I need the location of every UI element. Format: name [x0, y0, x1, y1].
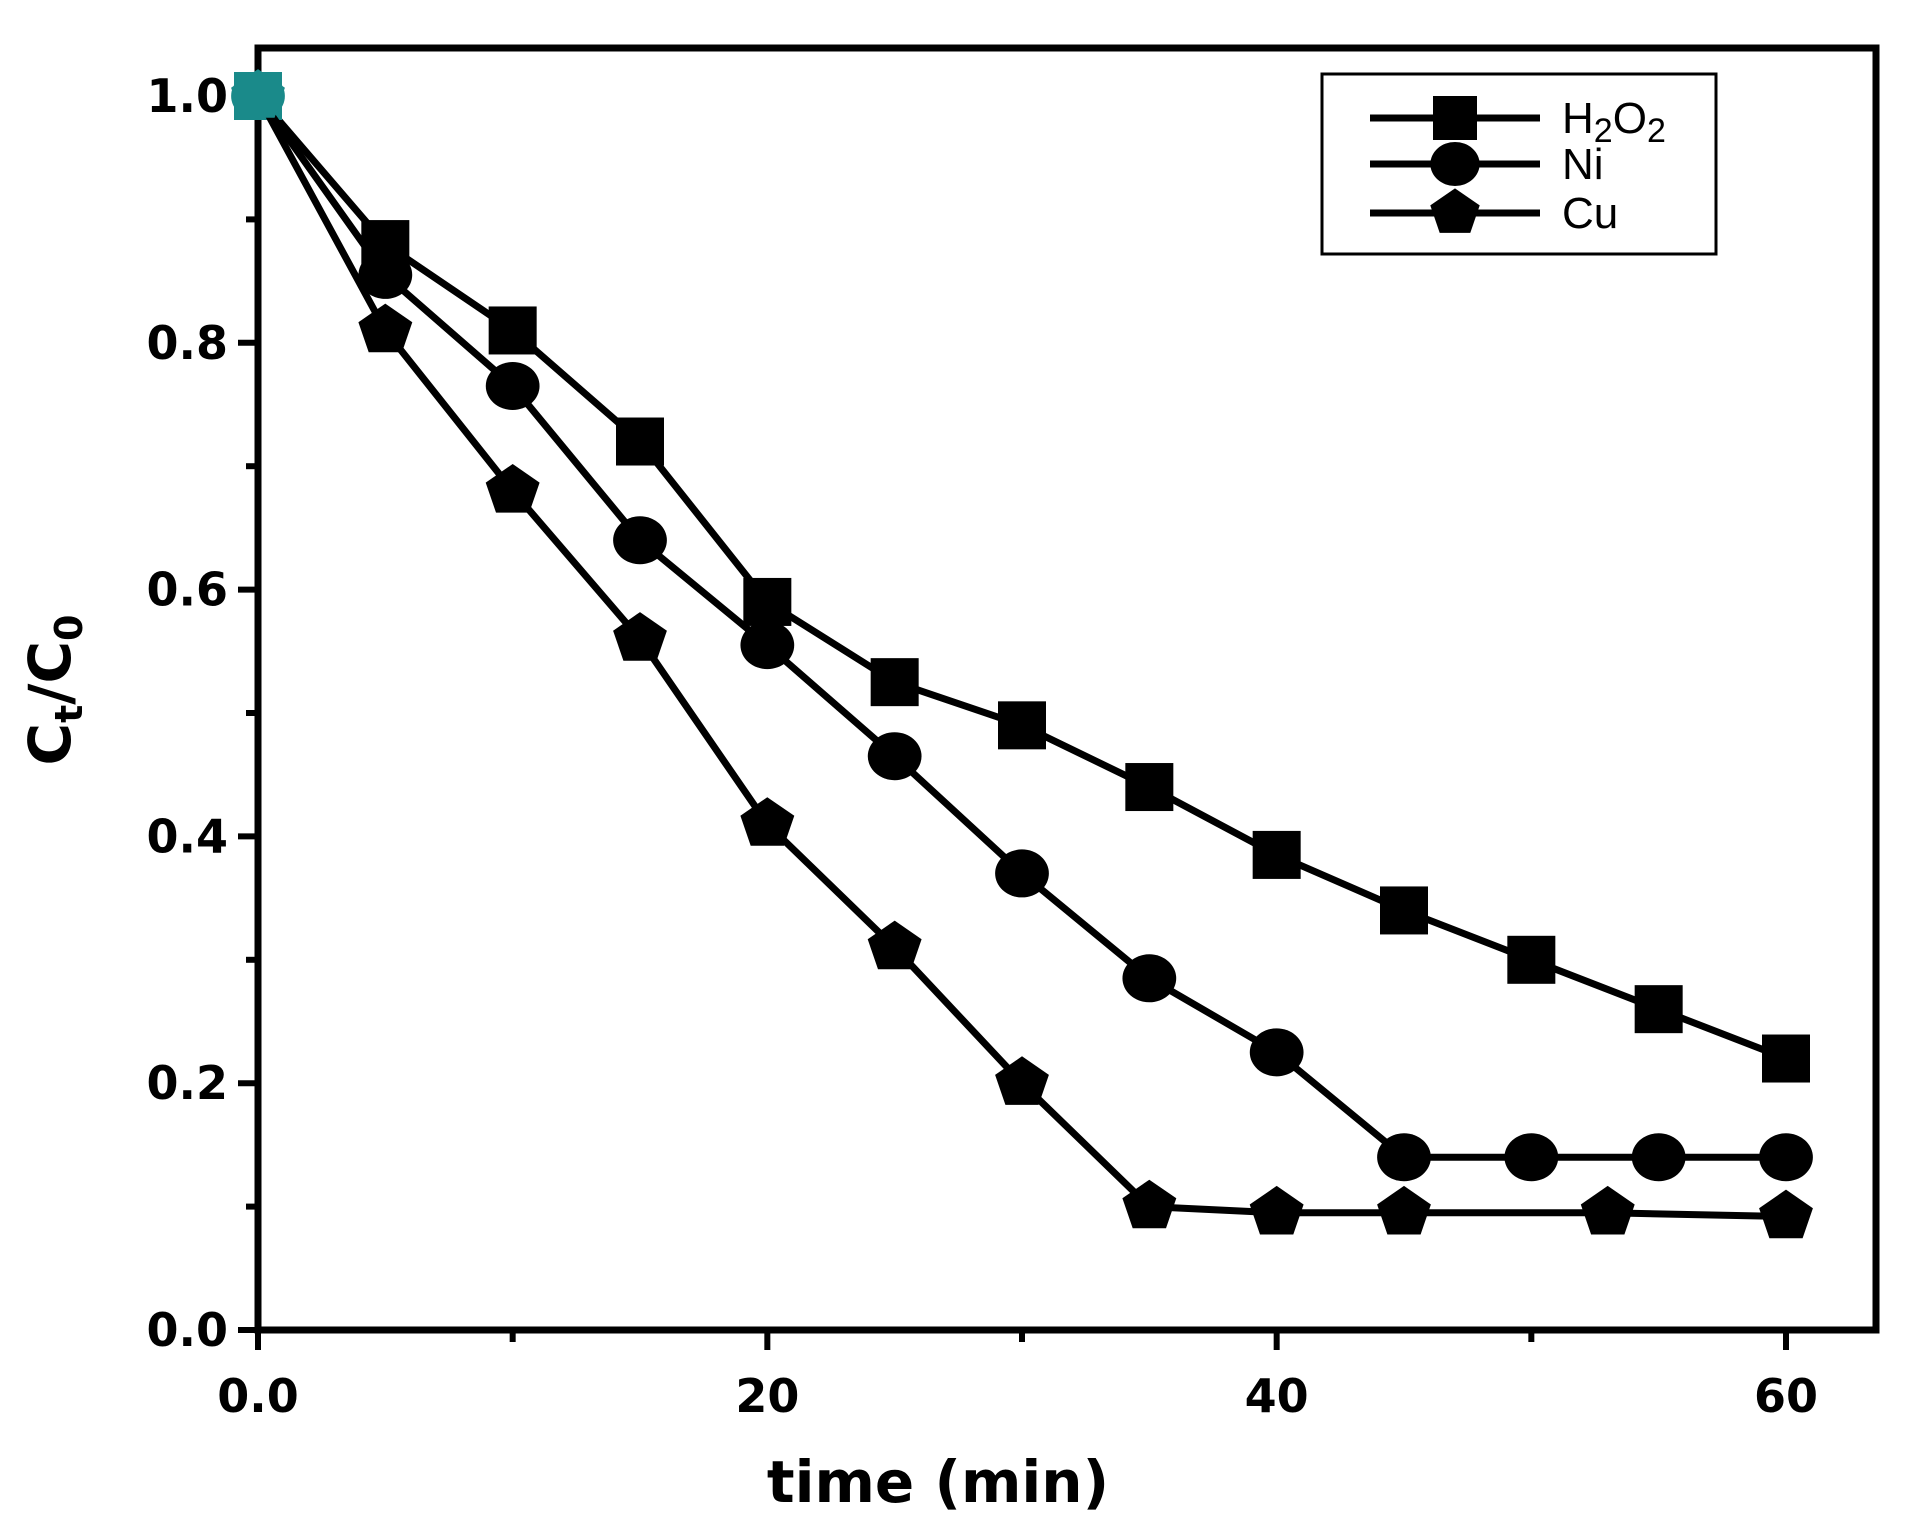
- legend-label: Cu: [1562, 189, 1618, 238]
- data-point-ni: [1504, 1133, 1559, 1182]
- legend-marker-ni: [1430, 142, 1480, 186]
- data-point-h2o2: [1507, 935, 1556, 984]
- data-point-h2o2: [1252, 830, 1301, 879]
- series-line-cu: [254, 94, 1787, 1220]
- data-point-cu: [1249, 1185, 1304, 1235]
- data-point-h2o2: [1380, 886, 1428, 935]
- legend-label: Ni: [1562, 140, 1604, 189]
- series-cu: [231, 69, 1813, 1239]
- legend-item-ni: Ni: [1370, 140, 1604, 189]
- data-point-ni: [613, 516, 667, 565]
- data-point-ni: [740, 621, 795, 670]
- series-layer: [231, 69, 1813, 1239]
- plot-frame: [254, 44, 1880, 1334]
- x-tick-label: 20: [735, 1369, 799, 1423]
- y-tick-label: 0.0: [147, 1303, 229, 1357]
- y-tick-label: 0.2: [147, 1056, 229, 1110]
- legend-item-cu: Cu: [1370, 188, 1618, 238]
- data-point-h2o2: [998, 701, 1046, 750]
- x-tick-label: 0.0: [217, 1369, 299, 1423]
- y-axis-label: Ct/C0: [16, 615, 91, 766]
- data-point-h2o2: [616, 417, 664, 466]
- data-point-ni: [358, 250, 413, 299]
- data-point-cu: [740, 797, 795, 846]
- data-point-cu: [231, 69, 285, 118]
- data-point-cu: [613, 612, 667, 661]
- data-point-ni: [867, 732, 922, 781]
- legend-label: H2O2: [1562, 94, 1666, 150]
- y-tick-label: 0.6: [147, 563, 229, 617]
- data-point-ni: [485, 361, 540, 410]
- data-point-cu: [485, 464, 540, 513]
- axes: 0.0 20 40 60 0.0 0.2 0.4 0.6 0.8 1.0: [147, 44, 1880, 1423]
- data-point-ni: [995, 849, 1049, 898]
- data-point-h2o2: [1762, 1034, 1810, 1083]
- data-point-cu: [1580, 1185, 1635, 1235]
- legend-marker-cu: [1430, 188, 1480, 233]
- data-point-ni: [1122, 954, 1177, 1003]
- data-point-ni: [1249, 1028, 1304, 1077]
- legend-marker-h2o2: [1433, 96, 1477, 140]
- data-point-cu: [995, 1056, 1049, 1105]
- data-point-cu: [1122, 1179, 1177, 1229]
- y-tick-label: 0.4: [147, 809, 229, 863]
- y-tick-label: 1.0: [147, 69, 229, 123]
- data-point-ni: [1377, 1133, 1431, 1182]
- data-point-ni: [1759, 1133, 1813, 1182]
- data-point-h2o2: [1125, 763, 1174, 812]
- x-axis-label: time (min): [767, 1448, 1109, 1516]
- data-point-h2o2: [1634, 985, 1683, 1034]
- data-point-cu: [867, 920, 922, 970]
- data-point-h2o2: [743, 577, 792, 626]
- data-point-cu: [1759, 1189, 1813, 1239]
- x-tick-label: 60: [1754, 1369, 1818, 1423]
- data-point-ni: [1631, 1133, 1686, 1182]
- data-point-h2o2: [870, 658, 919, 707]
- y-tick-label: 0.8: [147, 316, 229, 370]
- data-point-cu: [1377, 1185, 1431, 1235]
- legend-item-h2o2: H2O2: [1370, 94, 1666, 150]
- data-point-cu: [358, 303, 413, 353]
- x-tick-label: 40: [1245, 1369, 1309, 1423]
- data-point-h2o2: [488, 306, 537, 355]
